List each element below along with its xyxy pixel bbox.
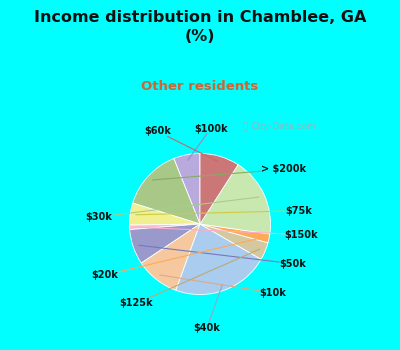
Wedge shape — [200, 154, 238, 224]
Wedge shape — [200, 224, 270, 243]
Text: $20k: $20k — [91, 237, 264, 280]
Wedge shape — [141, 224, 200, 290]
Text: > $200k: > $200k — [152, 164, 306, 180]
Text: Income distribution in Chamblee, GA
(%): Income distribution in Chamblee, GA (%) — [34, 10, 366, 44]
Wedge shape — [130, 203, 200, 225]
Wedge shape — [174, 154, 200, 224]
Wedge shape — [133, 159, 200, 224]
Wedge shape — [200, 165, 270, 234]
Wedge shape — [176, 224, 261, 294]
Text: ⓘ City-Data.com: ⓘ City-Data.com — [243, 122, 316, 131]
Wedge shape — [130, 224, 200, 263]
Text: $100k: $100k — [188, 124, 227, 160]
Text: $30k: $30k — [85, 197, 259, 222]
Text: $50k: $50k — [139, 245, 306, 269]
Text: $75k: $75k — [136, 206, 312, 216]
Text: $40k: $40k — [194, 285, 222, 333]
Text: $150k: $150k — [135, 227, 318, 240]
Text: $60k: $60k — [144, 126, 218, 162]
Wedge shape — [130, 224, 200, 230]
Text: Other residents: Other residents — [141, 80, 259, 93]
Text: $10k: $10k — [160, 275, 286, 298]
Text: $125k: $125k — [120, 249, 260, 308]
Wedge shape — [200, 224, 268, 259]
